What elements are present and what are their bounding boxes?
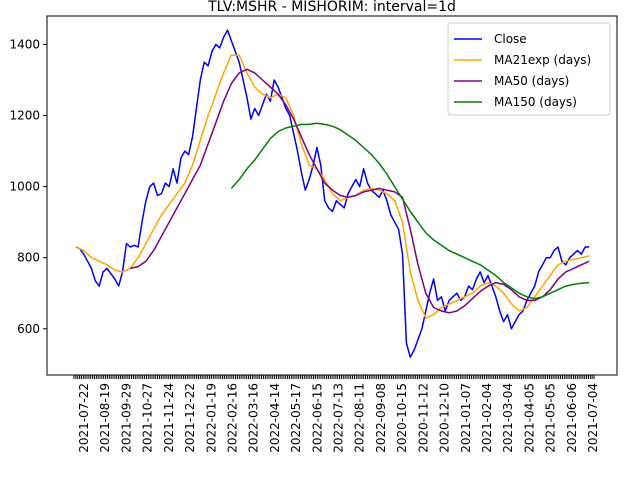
- legend-label: MA21exp (days): [494, 53, 591, 67]
- x-tick-label: 2020-11-12: [416, 383, 430, 453]
- x-tick-label: 2022-03-16: [247, 383, 261, 453]
- x-tick-label: 2021-07-22: [77, 383, 91, 453]
- y-tick-label: 600: [17, 322, 40, 336]
- x-tick-label: 2020-10-15: [395, 383, 409, 453]
- x-tick-label: 2021-11-24: [162, 383, 176, 453]
- x-axis: 2021-07-22 2021-08-19 2021-09-29 2021-10-27…: [73, 375, 600, 453]
- x-tick-label: 2021-04-05: [522, 383, 536, 453]
- x-tick-label: 2022-09-08: [374, 383, 388, 453]
- y-tick-label: 1200: [9, 109, 40, 123]
- y-tick-label: 1400: [9, 37, 40, 51]
- x-tick-label: 2021-05-05: [544, 383, 558, 453]
- legend-label: MA50 (days): [494, 74, 569, 88]
- x-tick-label: 2021-06-06: [565, 383, 579, 453]
- legend: Close MA21exp (days) MA50 (days) MA150 (day…: [447, 22, 611, 116]
- x-tick-label: 2022-05-17: [289, 383, 303, 453]
- x-tick-label: 2020-12-10: [438, 383, 452, 453]
- chart-title: TLV:MSHR - MISHORIM: interval=1d: [207, 0, 456, 15]
- x-tick-label: 2022-02-16: [226, 383, 240, 453]
- series-line-3: [230, 122, 590, 300]
- x-tick-label: 2022-06-15: [310, 383, 324, 453]
- x-tick-label: 2021-07-04: [586, 383, 600, 453]
- x-tick-label: 2021-02-04: [480, 383, 494, 453]
- x-tick-label: 2021-09-29: [119, 383, 133, 453]
- y-tick-label: 1000: [9, 180, 40, 194]
- series-line-0: [75, 29, 590, 358]
- plot-lines: [75, 29, 590, 358]
- x-tick-label: 2021-08-19: [98, 383, 112, 453]
- legend-box: [447, 22, 611, 116]
- x-tick-label: 2021-10-27: [141, 383, 155, 453]
- legend-label: Close: [494, 32, 527, 46]
- x-tick-label: 2022-07-13: [332, 383, 346, 453]
- x-tick-label: 2022-01-19: [204, 383, 218, 453]
- series-line-2: [130, 68, 590, 314]
- legend-label: MA150 (days): [494, 95, 577, 109]
- x-tick-label: 2022-08-11: [353, 383, 367, 453]
- y-tick-label: 800: [17, 251, 40, 265]
- series-line-1: [75, 54, 590, 319]
- x-tick-label: 2021-03-04: [501, 383, 515, 453]
- x-tick-label: 2021-12-22: [183, 383, 197, 453]
- y-axis: 600 800 1000 1200 1400: [9, 37, 47, 336]
- x-tick-label: 2021-01-07: [459, 383, 473, 453]
- x-tick-label: 2022-04-14: [268, 383, 282, 453]
